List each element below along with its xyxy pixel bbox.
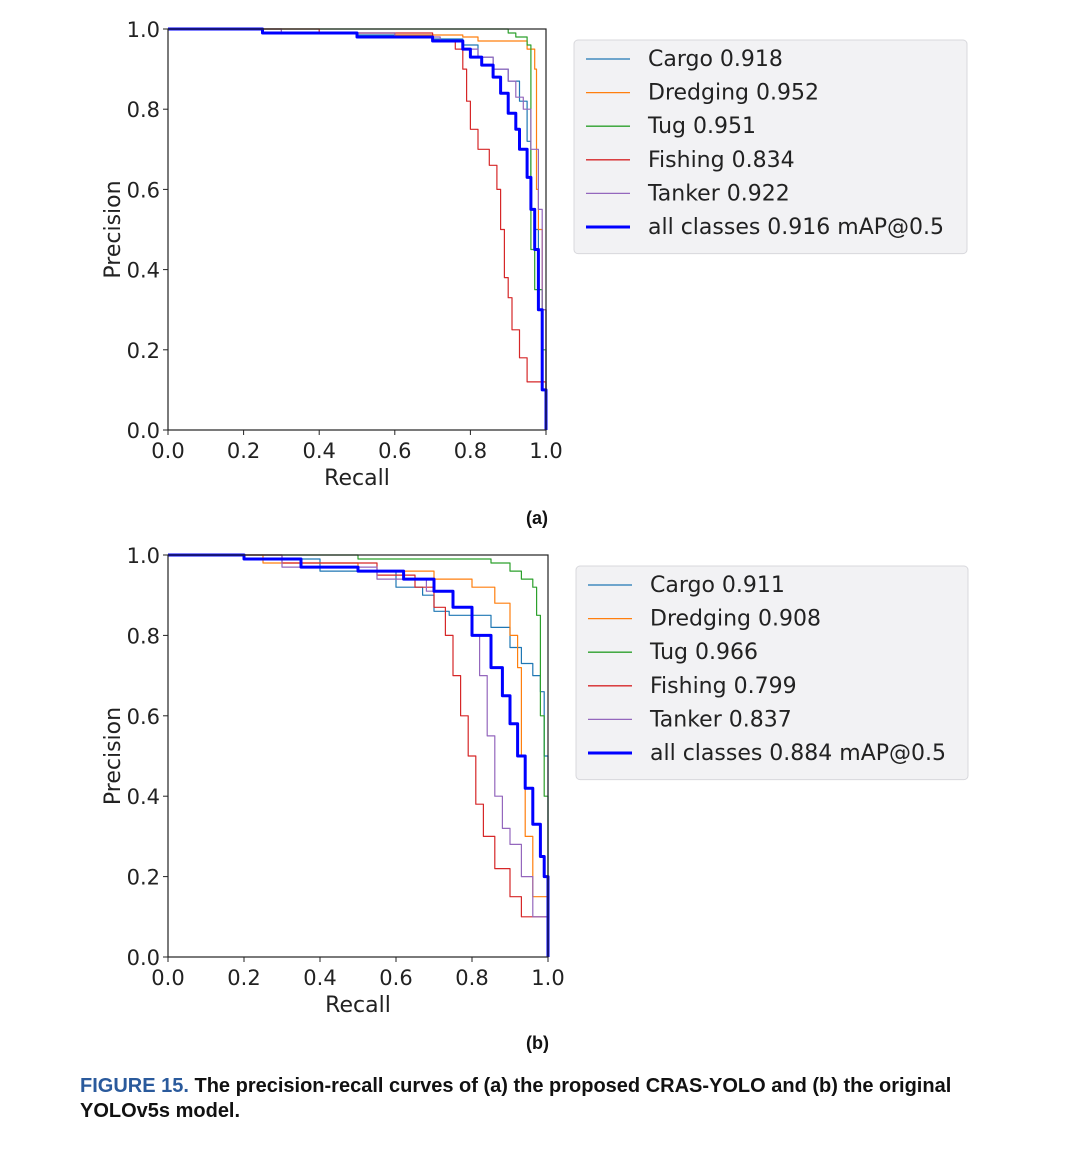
caption-text: The precision-recall curves of (a) the p… (80, 1075, 952, 1122)
legend-entry: Tug 0.966 (649, 640, 758, 665)
x-tick-label: 1.0 (531, 966, 564, 990)
y-axis-label: Precision (101, 180, 126, 278)
series-line-0-4 (168, 28, 547, 430)
panel-label-a: (a) (526, 508, 548, 528)
legend-entry: Fishing 0.834 (648, 148, 795, 173)
legend-entry: Cargo 0.911 (650, 573, 785, 598)
y-tick-label: 0.2 (127, 339, 160, 363)
series-line-0-1 (168, 28, 547, 430)
y-axis-label: Precision (101, 707, 126, 805)
x-tick-label: 0.4 (303, 966, 336, 990)
legend-entry: Dredging 0.952 (648, 81, 819, 106)
panel-label-b: (b) (526, 1033, 549, 1053)
y-tick-label: 0.6 (127, 705, 160, 729)
legend-entry: all classes 0.916 mAP@0.5 (648, 215, 944, 240)
pr-chart-a: 0.0 0.2 0.4 0.6 0.8 1.0 0.0 0.2 0.4 0.6 0.8 1.0 Reca… (101, 18, 968, 491)
y-tick-label: 0.4 (127, 785, 160, 809)
legend-entry: Cargo 0.918 (648, 47, 783, 72)
x-tick-label: 0.0 (151, 439, 184, 463)
x-tick-label: 1.0 (529, 439, 562, 463)
y-tick-label: 0.2 (127, 866, 160, 890)
y-tick-label: 1.0 (127, 18, 160, 42)
legend-entry: Tug 0.951 (647, 114, 756, 139)
y-tick-label: 0.0 (127, 419, 160, 443)
legend-entry: Fishing 0.799 (650, 674, 797, 699)
x-axis-label: Recall (325, 993, 391, 1018)
series-line-0-5 (168, 27, 548, 430)
legend-entry: Dredging 0.908 (650, 607, 821, 632)
series-line-1-5 (168, 553, 550, 957)
x-tick-label: 0.8 (455, 966, 488, 990)
plot-frame (167, 28, 547, 431)
y-tick-label: 0.0 (127, 946, 160, 970)
x-tick-label: 0.6 (378, 439, 411, 463)
y-tick-label: 1.0 (127, 544, 160, 568)
chart-panel-b: 0.0 0.2 0.4 0.6 0.8 1.0 0.0 0.2 0.4 0.6 0.8 1.0 Reca… (0, 530, 1080, 1060)
legend-box (575, 565, 969, 781)
y-tick-label: 0.8 (127, 624, 160, 648)
series-line-0-3 (168, 28, 547, 430)
series-line-1-2 (168, 554, 549, 957)
x-tick-label: 0.2 (227, 439, 260, 463)
series-line-1-4 (168, 554, 549, 957)
legend-entry: Tanker 0.837 (649, 707, 792, 732)
chart-panel-a: 0.0 0.2 0.4 0.6 0.8 1.0 0.0 0.2 0.4 0.6 0.8 1.0 Reca… (0, 0, 1080, 530)
figure-caption: FIGURE 15. The precision-recall curves o… (80, 1074, 980, 1124)
x-tick-label: 0.2 (227, 966, 260, 990)
y-tick-label: 0.8 (127, 98, 160, 122)
y-tick-label: 0.6 (127, 178, 160, 202)
legend-entry: all classes 0.884 mAP@0.5 (650, 741, 946, 766)
x-tick-label: 0.8 (454, 439, 487, 463)
legend-box (573, 39, 968, 255)
series-line-0-0 (168, 28, 547, 430)
series-line-0-2 (168, 28, 547, 430)
plot-frame (167, 554, 549, 958)
x-tick-label: 0.6 (379, 966, 412, 990)
x-tick-label: 0.4 (302, 439, 335, 463)
legend-entry: Tanker 0.922 (647, 181, 790, 206)
series-line-1-0 (168, 554, 549, 957)
x-axis-label: Recall (324, 466, 390, 491)
pr-chart-b: 0.0 0.2 0.4 0.6 0.8 1.0 0.0 0.2 0.4 0.6 0.8 1.0 Reca… (101, 544, 969, 1018)
figure-number: FIGURE 15. (80, 1075, 189, 1097)
x-tick-label: 0.0 (151, 966, 184, 990)
y-tick-label: 0.4 (127, 259, 160, 283)
